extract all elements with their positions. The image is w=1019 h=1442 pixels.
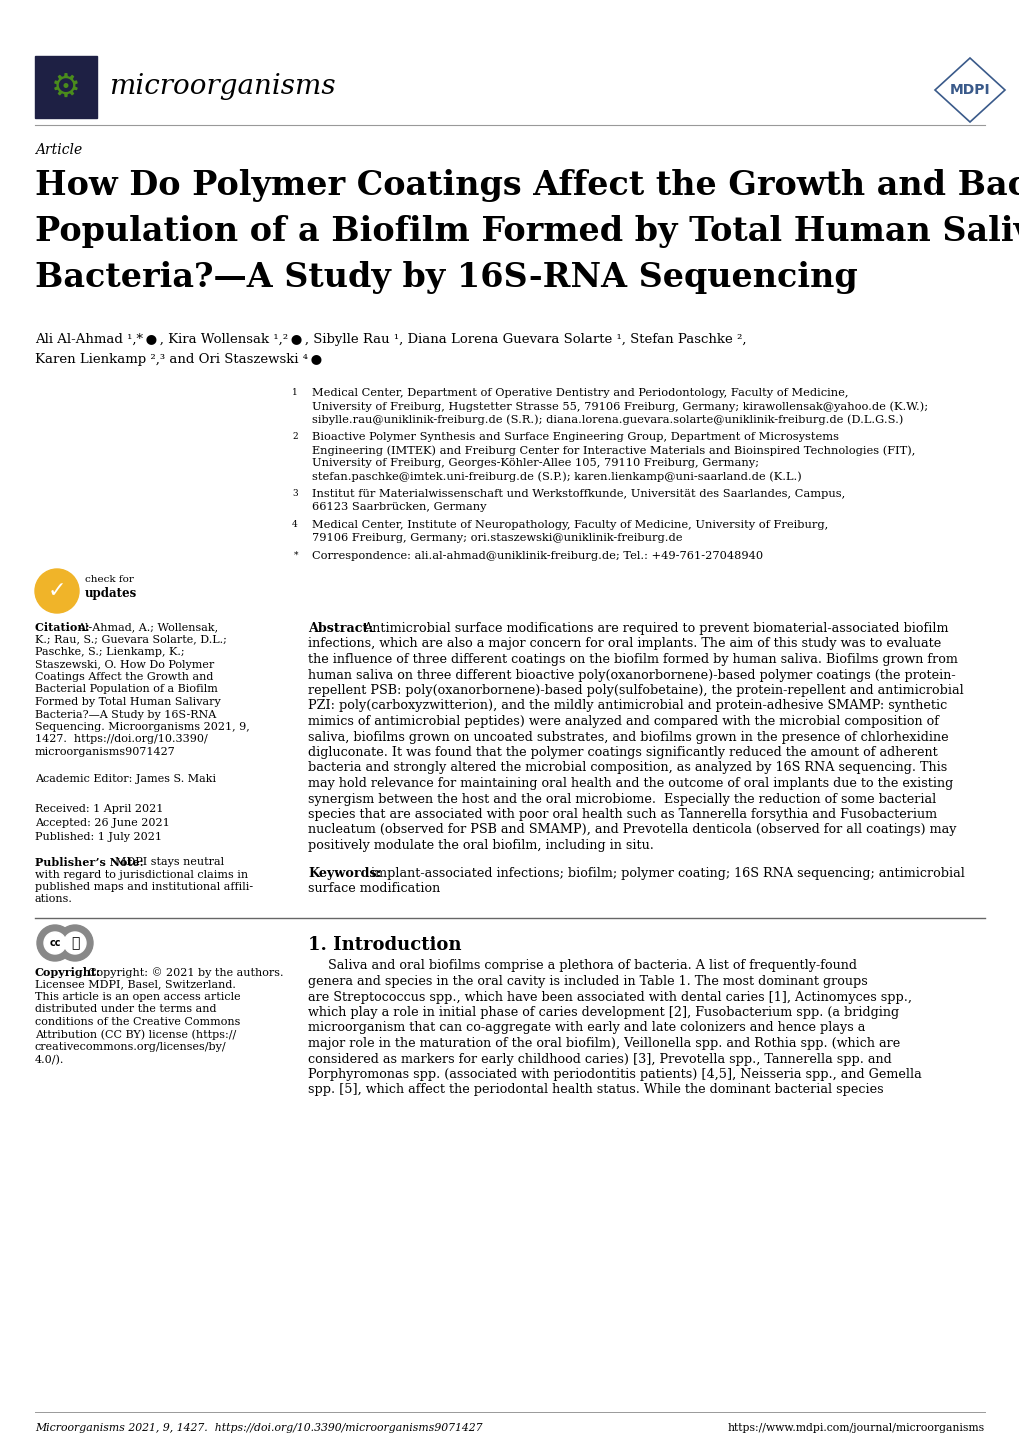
Text: MDPI: MDPI — [949, 84, 989, 97]
Text: species that are associated with poor oral health such as Tannerella forsythia a: species that are associated with poor or… — [308, 808, 936, 820]
Text: positively modulate the oral biofilm, including in situ.: positively modulate the oral biofilm, in… — [308, 839, 653, 852]
Text: 1. Introduction: 1. Introduction — [308, 936, 461, 953]
Text: Engineering (IMTEK) and Freiburg Center for Interactive Materials and Bioinspire: Engineering (IMTEK) and Freiburg Center … — [312, 446, 914, 456]
Text: 4.0/).: 4.0/). — [35, 1054, 64, 1064]
Text: conditions of the Creative Commons: conditions of the Creative Commons — [35, 1017, 240, 1027]
Circle shape — [35, 570, 78, 613]
Text: Published: 1 July 2021: Published: 1 July 2021 — [35, 832, 162, 842]
Text: Saliva and oral biofilms comprise a plethora of bacteria. A list of frequently-f: Saliva and oral biofilms comprise a plet… — [308, 959, 856, 972]
Text: Paschke, S.; Lienkamp, K.;: Paschke, S.; Lienkamp, K.; — [35, 647, 184, 658]
Text: Accepted: 26 June 2021: Accepted: 26 June 2021 — [35, 818, 169, 828]
Text: repellent PSB: poly(oxanorbornene)-based poly(sulfobetaine), the protein-repelle: repellent PSB: poly(oxanorbornene)-based… — [308, 684, 963, 696]
Text: Licensee MDPI, Basel, Switzerland.: Licensee MDPI, Basel, Switzerland. — [35, 979, 235, 989]
Text: Citation:: Citation: — [35, 622, 94, 633]
Text: with regard to jurisdictional claims in: with regard to jurisdictional claims in — [35, 870, 248, 880]
Text: may hold relevance for maintaining oral health and the outcome of oral implants : may hold relevance for maintaining oral … — [308, 777, 953, 790]
Text: Institut für Materialwissenschaft und Werkstoffkunde, Universität des Saarlandes: Institut für Materialwissenschaft und We… — [312, 489, 845, 499]
Text: considered as markers for early childhood caries) [3], Prevotella spp., Tannerel: considered as markers for early childhoo… — [308, 1053, 891, 1066]
Text: This article is an open access article: This article is an open access article — [35, 992, 240, 1002]
Text: are Streptococcus spp., which have been associated with dental caries [1], Actin: are Streptococcus spp., which have been … — [308, 991, 911, 1004]
Text: Received: 1 April 2021: Received: 1 April 2021 — [35, 803, 163, 813]
Circle shape — [37, 924, 73, 960]
Circle shape — [64, 932, 86, 955]
Text: Staszewski, O. How Do Polymer: Staszewski, O. How Do Polymer — [35, 659, 214, 669]
Text: Karen Lienkamp ²,³ and Ori Staszewski ⁴ ●: Karen Lienkamp ²,³ and Ori Staszewski ⁴ … — [35, 352, 322, 365]
Text: K.; Rau, S.; Guevara Solarte, D.L.;: K.; Rau, S.; Guevara Solarte, D.L.; — [35, 634, 226, 645]
Text: Bacteria?—A Study by 16S-RNA Sequencing: Bacteria?—A Study by 16S-RNA Sequencing — [35, 261, 857, 294]
Text: MDPI stays neutral: MDPI stays neutral — [115, 857, 224, 867]
Text: saliva, biofilms grown on uncoated substrates, and biofilms grown in the presenc: saliva, biofilms grown on uncoated subst… — [308, 731, 948, 744]
Text: sibylle.rau@uniklinik-freiburg.de (S.R.); diana.lorena.guevara.solarte@uniklinik: sibylle.rau@uniklinik-freiburg.de (S.R.)… — [312, 414, 903, 424]
Text: the influence of three different coatings on the biofilm formed by human saliva.: the influence of three different coating… — [308, 653, 957, 666]
Text: 79106 Freiburg, Germany; ori.staszewski@uniklinik-freiburg.de: 79106 Freiburg, Germany; ori.staszewski@… — [312, 534, 682, 544]
Text: human saliva on three different bioactive poly(oxanorbornene)-based polymer coat: human saliva on three different bioactiv… — [308, 669, 955, 682]
Text: University of Freiburg, Georges-Köhler-Allee 105, 79110 Freiburg, Germany;: University of Freiburg, Georges-Köhler-A… — [312, 459, 758, 469]
Text: infections, which are also a major concern for oral implants. The aim of this st: infections, which are also a major conce… — [308, 637, 941, 650]
Text: Formed by Total Human Salivary: Formed by Total Human Salivary — [35, 696, 220, 707]
Text: spp. [5], which affect the periodontal health status. While the dominant bacteri: spp. [5], which affect the periodontal h… — [308, 1083, 882, 1096]
Circle shape — [44, 932, 66, 955]
Text: distributed under the terms and: distributed under the terms and — [35, 1005, 216, 1015]
Text: Medical Center, Institute of Neuropathology, Faculty of Medicine, University of : Medical Center, Institute of Neuropathol… — [312, 521, 827, 531]
Text: cc: cc — [49, 937, 61, 947]
Text: ⚙: ⚙ — [51, 71, 81, 104]
Circle shape — [57, 924, 93, 960]
Text: Population of a Biofilm Formed by Total Human Salivary: Population of a Biofilm Formed by Total … — [35, 215, 1019, 248]
Text: digluconate. It was found that the polymer coatings significantly reduced the am: digluconate. It was found that the polym… — [308, 746, 936, 758]
FancyBboxPatch shape — [35, 56, 97, 118]
Text: which play a role in initial phase of caries development [2], Fusobacterium spp.: which play a role in initial phase of ca… — [308, 1007, 898, 1019]
Text: synergism between the host and the oral microbiome.  Especially the reduction of: synergism between the host and the oral … — [308, 793, 935, 806]
Text: Coatings Affect the Growth and: Coatings Affect the Growth and — [35, 672, 213, 682]
Text: Medical Center, Department of Operative Dentistry and Periodontology, Faculty of: Medical Center, Department of Operative … — [312, 388, 848, 398]
Text: ⓘ: ⓘ — [70, 936, 79, 950]
Text: ✓: ✓ — [48, 581, 66, 601]
Text: 4: 4 — [292, 521, 298, 529]
Text: microorganisms: microorganisms — [109, 74, 335, 101]
Text: Porphyromonas spp. (associated with periodontitis patients) [4,5], Neisseria spp: Porphyromonas spp. (associated with peri… — [308, 1069, 921, 1082]
Text: microorganisms9071427: microorganisms9071427 — [35, 747, 175, 757]
Text: check for: check for — [85, 575, 133, 584]
Text: Copyright:: Copyright: — [35, 968, 101, 978]
Text: Antimicrobial surface modifications are required to prevent biomaterial-associat: Antimicrobial surface modifications are … — [363, 622, 948, 634]
Text: published maps and institutional affili-: published maps and institutional affili- — [35, 883, 253, 893]
Text: Attribution (CC BY) license (https://: Attribution (CC BY) license (https:// — [35, 1030, 236, 1040]
Text: Al-Ahmad, A.; Wollensak,: Al-Ahmad, A.; Wollensak, — [76, 622, 218, 632]
Text: Abstract:: Abstract: — [308, 622, 373, 634]
Text: https://www.mdpi.com/journal/microorganisms: https://www.mdpi.com/journal/microorgani… — [728, 1423, 984, 1433]
Text: Bioactive Polymer Synthesis and Surface Engineering Group, Department of Microsy: Bioactive Polymer Synthesis and Surface … — [312, 433, 839, 443]
Text: bacteria and strongly altered the microbial composition, as analyzed by 16S RNA : bacteria and strongly altered the microb… — [308, 761, 947, 774]
Text: 66123 Saarbrücken, Germany: 66123 Saarbrücken, Germany — [312, 502, 486, 512]
Text: Academic Editor: James S. Maki: Academic Editor: James S. Maki — [35, 773, 216, 783]
Text: Ali Al-Ahmad ¹,* ● , Kira Wollensak ¹,² ● , Sibylle Rau ¹, Diana Lorena Guevara : Ali Al-Ahmad ¹,* ● , Kira Wollensak ¹,² … — [35, 333, 746, 346]
Text: Bacterial Population of a Biofilm: Bacterial Population of a Biofilm — [35, 685, 218, 695]
Text: 2: 2 — [292, 433, 298, 441]
Text: Keywords:: Keywords: — [308, 867, 381, 880]
Text: 3: 3 — [292, 489, 298, 497]
Text: genera and species in the oral cavity is included in Table 1. The most dominant : genera and species in the oral cavity is… — [308, 975, 867, 988]
Text: implant-associated infections; biofilm; polymer coating; 16S RNA sequencing; ant: implant-associated infections; biofilm; … — [371, 867, 964, 880]
Text: *: * — [293, 551, 298, 559]
Text: Sequencing. Microorganisms 2021, 9,: Sequencing. Microorganisms 2021, 9, — [35, 722, 250, 733]
Text: mimics of antimicrobial peptides) were analyzed and compared with the microbial : mimics of antimicrobial peptides) were a… — [308, 715, 938, 728]
Text: creativecommons.org/licenses/by/: creativecommons.org/licenses/by/ — [35, 1043, 226, 1053]
Text: major role in the maturation of the oral biofilm), Veillonella spp. and Rothia s: major role in the maturation of the oral… — [308, 1037, 900, 1050]
Text: Correspondence: ali.al-ahmad@uniklinik-freiburg.de; Tel.: +49-761-27048940: Correspondence: ali.al-ahmad@uniklinik-f… — [312, 551, 762, 561]
Text: microorganism that can co-aggregate with early and late colonizers and hence pla: microorganism that can co-aggregate with… — [308, 1021, 864, 1034]
Text: Article: Article — [35, 143, 83, 157]
Text: ations.: ations. — [35, 894, 72, 904]
Text: stefan.paschke@imtek.uni-freiburg.de (S.P.); karen.lienkamp@uni-saarland.de (K.L: stefan.paschke@imtek.uni-freiburg.de (S.… — [312, 472, 801, 482]
Text: Bacteria?—A Study by 16S-RNA: Bacteria?—A Study by 16S-RNA — [35, 709, 216, 720]
Text: University of Freiburg, Hugstetter Strasse 55, 79106 Freiburg, Germany; kirawoll: University of Freiburg, Hugstetter Stras… — [312, 401, 927, 411]
Text: 1427.  https://doi.org/10.3390/: 1427. https://doi.org/10.3390/ — [35, 734, 208, 744]
Text: How Do Polymer Coatings Affect the Growth and Bacterial: How Do Polymer Coatings Affect the Growt… — [35, 169, 1019, 202]
Text: nucleatum (observed for PSB and SMAMP), and Prevotella denticola (observed for a: nucleatum (observed for PSB and SMAMP), … — [308, 823, 956, 836]
Text: Publisher’s Note:: Publisher’s Note: — [35, 857, 148, 868]
Text: PZI: poly(carboxyzwitterion), and the mildly antimicrobial and protein-adhesive : PZI: poly(carboxyzwitterion), and the mi… — [308, 699, 947, 712]
Text: updates: updates — [85, 587, 138, 600]
Text: Microorganisms 2021, 9, 1427.  https://doi.org/10.3390/microorganisms9071427: Microorganisms 2021, 9, 1427. https://do… — [35, 1423, 482, 1433]
Text: Copyright: © 2021 by the authors.: Copyright: © 2021 by the authors. — [88, 968, 283, 978]
Text: 1: 1 — [292, 388, 298, 397]
Text: surface modification: surface modification — [308, 883, 440, 895]
